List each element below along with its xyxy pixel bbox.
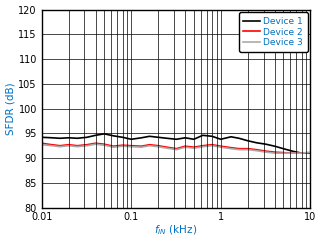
Device 2 (192, 146, 196, 149)
Device 1 (264, 143, 268, 146)
Device 2 (129, 144, 133, 147)
Device 2 (254, 148, 258, 151)
Device 3 (192, 147, 196, 150)
Device 1 (175, 138, 178, 141)
Device 2 (156, 144, 160, 147)
Device 2 (290, 152, 294, 155)
Device 1 (129, 138, 133, 141)
Device 3 (75, 145, 79, 148)
Device 3 (183, 146, 187, 149)
Device 2 (273, 151, 277, 154)
Device 3 (50, 144, 54, 147)
Device 1 (94, 134, 98, 137)
Device 3 (111, 146, 115, 149)
Device 1 (85, 136, 89, 139)
Device 3 (281, 152, 285, 155)
Device 3 (229, 147, 233, 150)
Device 3 (175, 148, 178, 151)
Device 1 (201, 134, 205, 137)
Device 3 (67, 144, 71, 147)
Device 3 (85, 144, 89, 147)
Line: Device 2: Device 2 (42, 143, 310, 153)
Device 1 (273, 145, 277, 148)
Device 1 (229, 135, 233, 138)
Device 1 (58, 137, 62, 140)
Device 3 (165, 147, 169, 150)
Device 1 (147, 135, 151, 138)
Device 2 (281, 151, 285, 154)
Device 3 (219, 146, 223, 149)
Device 3 (308, 151, 312, 154)
Device 3 (254, 149, 258, 152)
Device 2 (85, 143, 89, 146)
Legend: Device 1, Device 2, Device 3: Device 1, Device 2, Device 3 (239, 12, 308, 52)
Device 3 (94, 143, 98, 146)
Device 2 (139, 145, 143, 148)
Device 2 (201, 144, 205, 147)
X-axis label: $f_{IN}$ (kHz): $f_{IN}$ (kHz) (154, 224, 198, 237)
Device 3 (139, 146, 143, 149)
Device 2 (264, 150, 268, 153)
Y-axis label: SFDR (dB): SFDR (dB) (5, 82, 15, 135)
Device 2 (308, 152, 312, 155)
Device 2 (94, 142, 98, 145)
Device 1 (300, 152, 304, 155)
Line: Device 3: Device 3 (42, 144, 310, 153)
Device 1 (50, 136, 54, 139)
Device 2 (67, 143, 71, 146)
Device 3 (147, 144, 151, 147)
Device 1 (40, 136, 43, 139)
Device 1 (254, 141, 258, 144)
Device 3 (237, 148, 241, 151)
Device 3 (102, 144, 106, 147)
Device 1 (165, 137, 169, 140)
Device 2 (175, 147, 178, 150)
Device 3 (273, 152, 277, 155)
Device 3 (156, 145, 160, 148)
Device 1 (237, 137, 241, 140)
Device 1 (219, 138, 223, 141)
Device 2 (237, 147, 241, 150)
Device 1 (139, 136, 143, 139)
Device 1 (246, 139, 250, 142)
Device 3 (300, 152, 304, 155)
Device 2 (102, 143, 106, 146)
Device 2 (210, 143, 214, 146)
Device 2 (58, 144, 62, 147)
Device 3 (129, 145, 133, 148)
Device 2 (75, 144, 79, 147)
Device 3 (201, 145, 205, 148)
Device 2 (40, 142, 43, 145)
Device 3 (264, 151, 268, 154)
Device 2 (219, 145, 223, 148)
Device 1 (121, 136, 125, 139)
Device 1 (210, 135, 214, 138)
Device 2 (111, 145, 115, 148)
Device 3 (40, 143, 43, 146)
Device 3 (246, 148, 250, 151)
Device 2 (300, 152, 304, 155)
Device 1 (102, 132, 106, 135)
Device 1 (156, 136, 160, 139)
Device 3 (121, 145, 125, 148)
Device 1 (75, 137, 79, 140)
Device 1 (183, 136, 187, 139)
Device 1 (111, 134, 115, 137)
Device 2 (183, 145, 187, 148)
Device 2 (165, 146, 169, 149)
Device 2 (50, 143, 54, 146)
Device 1 (308, 152, 312, 155)
Device 2 (147, 143, 151, 146)
Line: Device 1: Device 1 (42, 134, 310, 153)
Device 1 (192, 138, 196, 141)
Device 1 (290, 150, 294, 153)
Device 2 (121, 144, 125, 147)
Device 3 (290, 152, 294, 155)
Device 2 (229, 146, 233, 149)
Device 3 (58, 145, 62, 148)
Device 1 (67, 136, 71, 139)
Device 2 (246, 147, 250, 150)
Device 3 (210, 144, 214, 147)
Device 1 (281, 147, 285, 150)
